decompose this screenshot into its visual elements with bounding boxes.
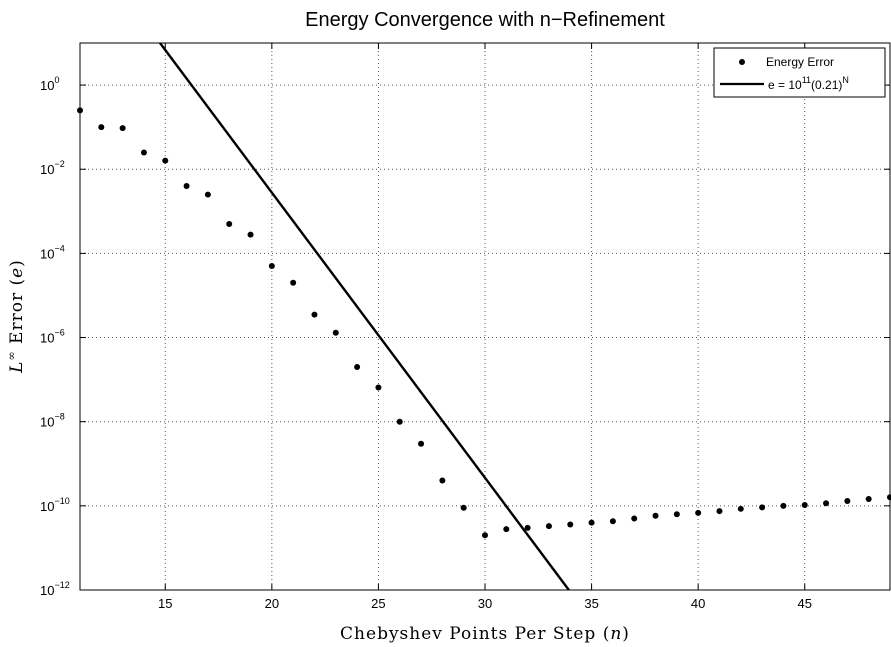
data-point [737, 505, 744, 512]
y-tick-label: 100 [40, 75, 59, 93]
data-point [695, 509, 702, 516]
data-point [823, 500, 830, 507]
x-tick-label: 35 [584, 596, 598, 611]
data-point [418, 440, 425, 447]
data-point [609, 518, 616, 525]
y-axis-label-close: ) [7, 259, 27, 267]
axis-ticks [80, 43, 890, 591]
data-point [396, 418, 403, 425]
data-point [716, 508, 723, 515]
y-tick-label: 10−4 [40, 243, 65, 261]
legend-fit-prefix: e = 10 [768, 78, 802, 92]
data-point [332, 329, 339, 336]
data-point [567, 521, 574, 528]
x-tick-label: 25 [371, 596, 385, 611]
data-point [652, 512, 659, 519]
data-point [439, 477, 446, 484]
legend-label-energy-error: Energy Error [766, 55, 834, 69]
data-point [482, 532, 488, 539]
y-axis-label-text: Error ( [7, 278, 27, 350]
data-point [290, 279, 297, 286]
data-point [759, 504, 766, 511]
data-point [631, 515, 638, 522]
x-tick-labels: 15 20 25 30 35 40 45 [158, 596, 812, 611]
x-axis-label-text: Chebyshev Points Per Step ( [340, 624, 610, 644]
x-tick-label: 15 [158, 596, 172, 611]
x-tick-label: 40 [691, 596, 705, 611]
data-point [183, 182, 190, 189]
y-tick-label: 10−8 [40, 412, 65, 430]
data-point [844, 498, 851, 505]
x-axis-label-close: ) [622, 624, 630, 644]
legend-fit-exp2: N [842, 75, 849, 85]
fit-line [159, 42, 570, 591]
data-point [247, 231, 254, 238]
y-axis-label-base: L [7, 361, 27, 374]
legend: Energy Error e = 1011(0.21)N [713, 47, 886, 98]
y-tick-labels: 100 10−2 10−4 10−6 10−8 10−10 10−12 [40, 75, 70, 598]
data-point [673, 511, 680, 518]
data-point [268, 263, 275, 270]
y-tick-label: 10−10 [40, 496, 70, 514]
data-points [77, 107, 891, 539]
x-axis-label-var: n [610, 624, 622, 644]
data-point [503, 526, 510, 533]
data-point [226, 220, 233, 227]
x-tick-label: 45 [798, 596, 812, 611]
legend-label-fit: e = 1011(0.21)N [768, 75, 849, 92]
y-axis-label-var: e [7, 267, 27, 278]
chart-title: Energy Convergence with n−Refinement [305, 9, 665, 31]
data-point [524, 524, 531, 531]
legend-marker-energy-error [739, 59, 745, 65]
data-point [588, 519, 595, 526]
y-tick-label: 10−6 [40, 328, 65, 346]
fit-line-layer [159, 42, 570, 591]
data-point [354, 363, 361, 370]
data-point [98, 124, 105, 131]
x-axis-label: Chebyshev Points Per Step (n) [340, 624, 630, 644]
data-point [204, 191, 211, 198]
data-point [162, 157, 169, 164]
legend-fit-mid: (0.21) [811, 78, 842, 92]
data-point [119, 125, 126, 132]
y-axis-label-sup: ∞ [5, 350, 18, 360]
data-point [545, 523, 552, 530]
x-tick-label: 20 [265, 596, 279, 611]
legend-fit-exp1: 11 [802, 75, 811, 85]
y-tick-label: 10−12 [40, 580, 70, 598]
data-point [311, 311, 318, 318]
data-point [140, 149, 147, 156]
data-point [375, 384, 382, 391]
y-axis-label: L∞ Error (e) [5, 259, 27, 374]
data-point [865, 496, 872, 503]
data-point [460, 504, 467, 511]
y-tick-label: 10−2 [40, 159, 65, 177]
x-tick-label: 30 [478, 596, 492, 611]
data-point [780, 502, 787, 509]
legend-box [713, 47, 886, 98]
grid [80, 43, 890, 590]
data-point [801, 501, 808, 508]
